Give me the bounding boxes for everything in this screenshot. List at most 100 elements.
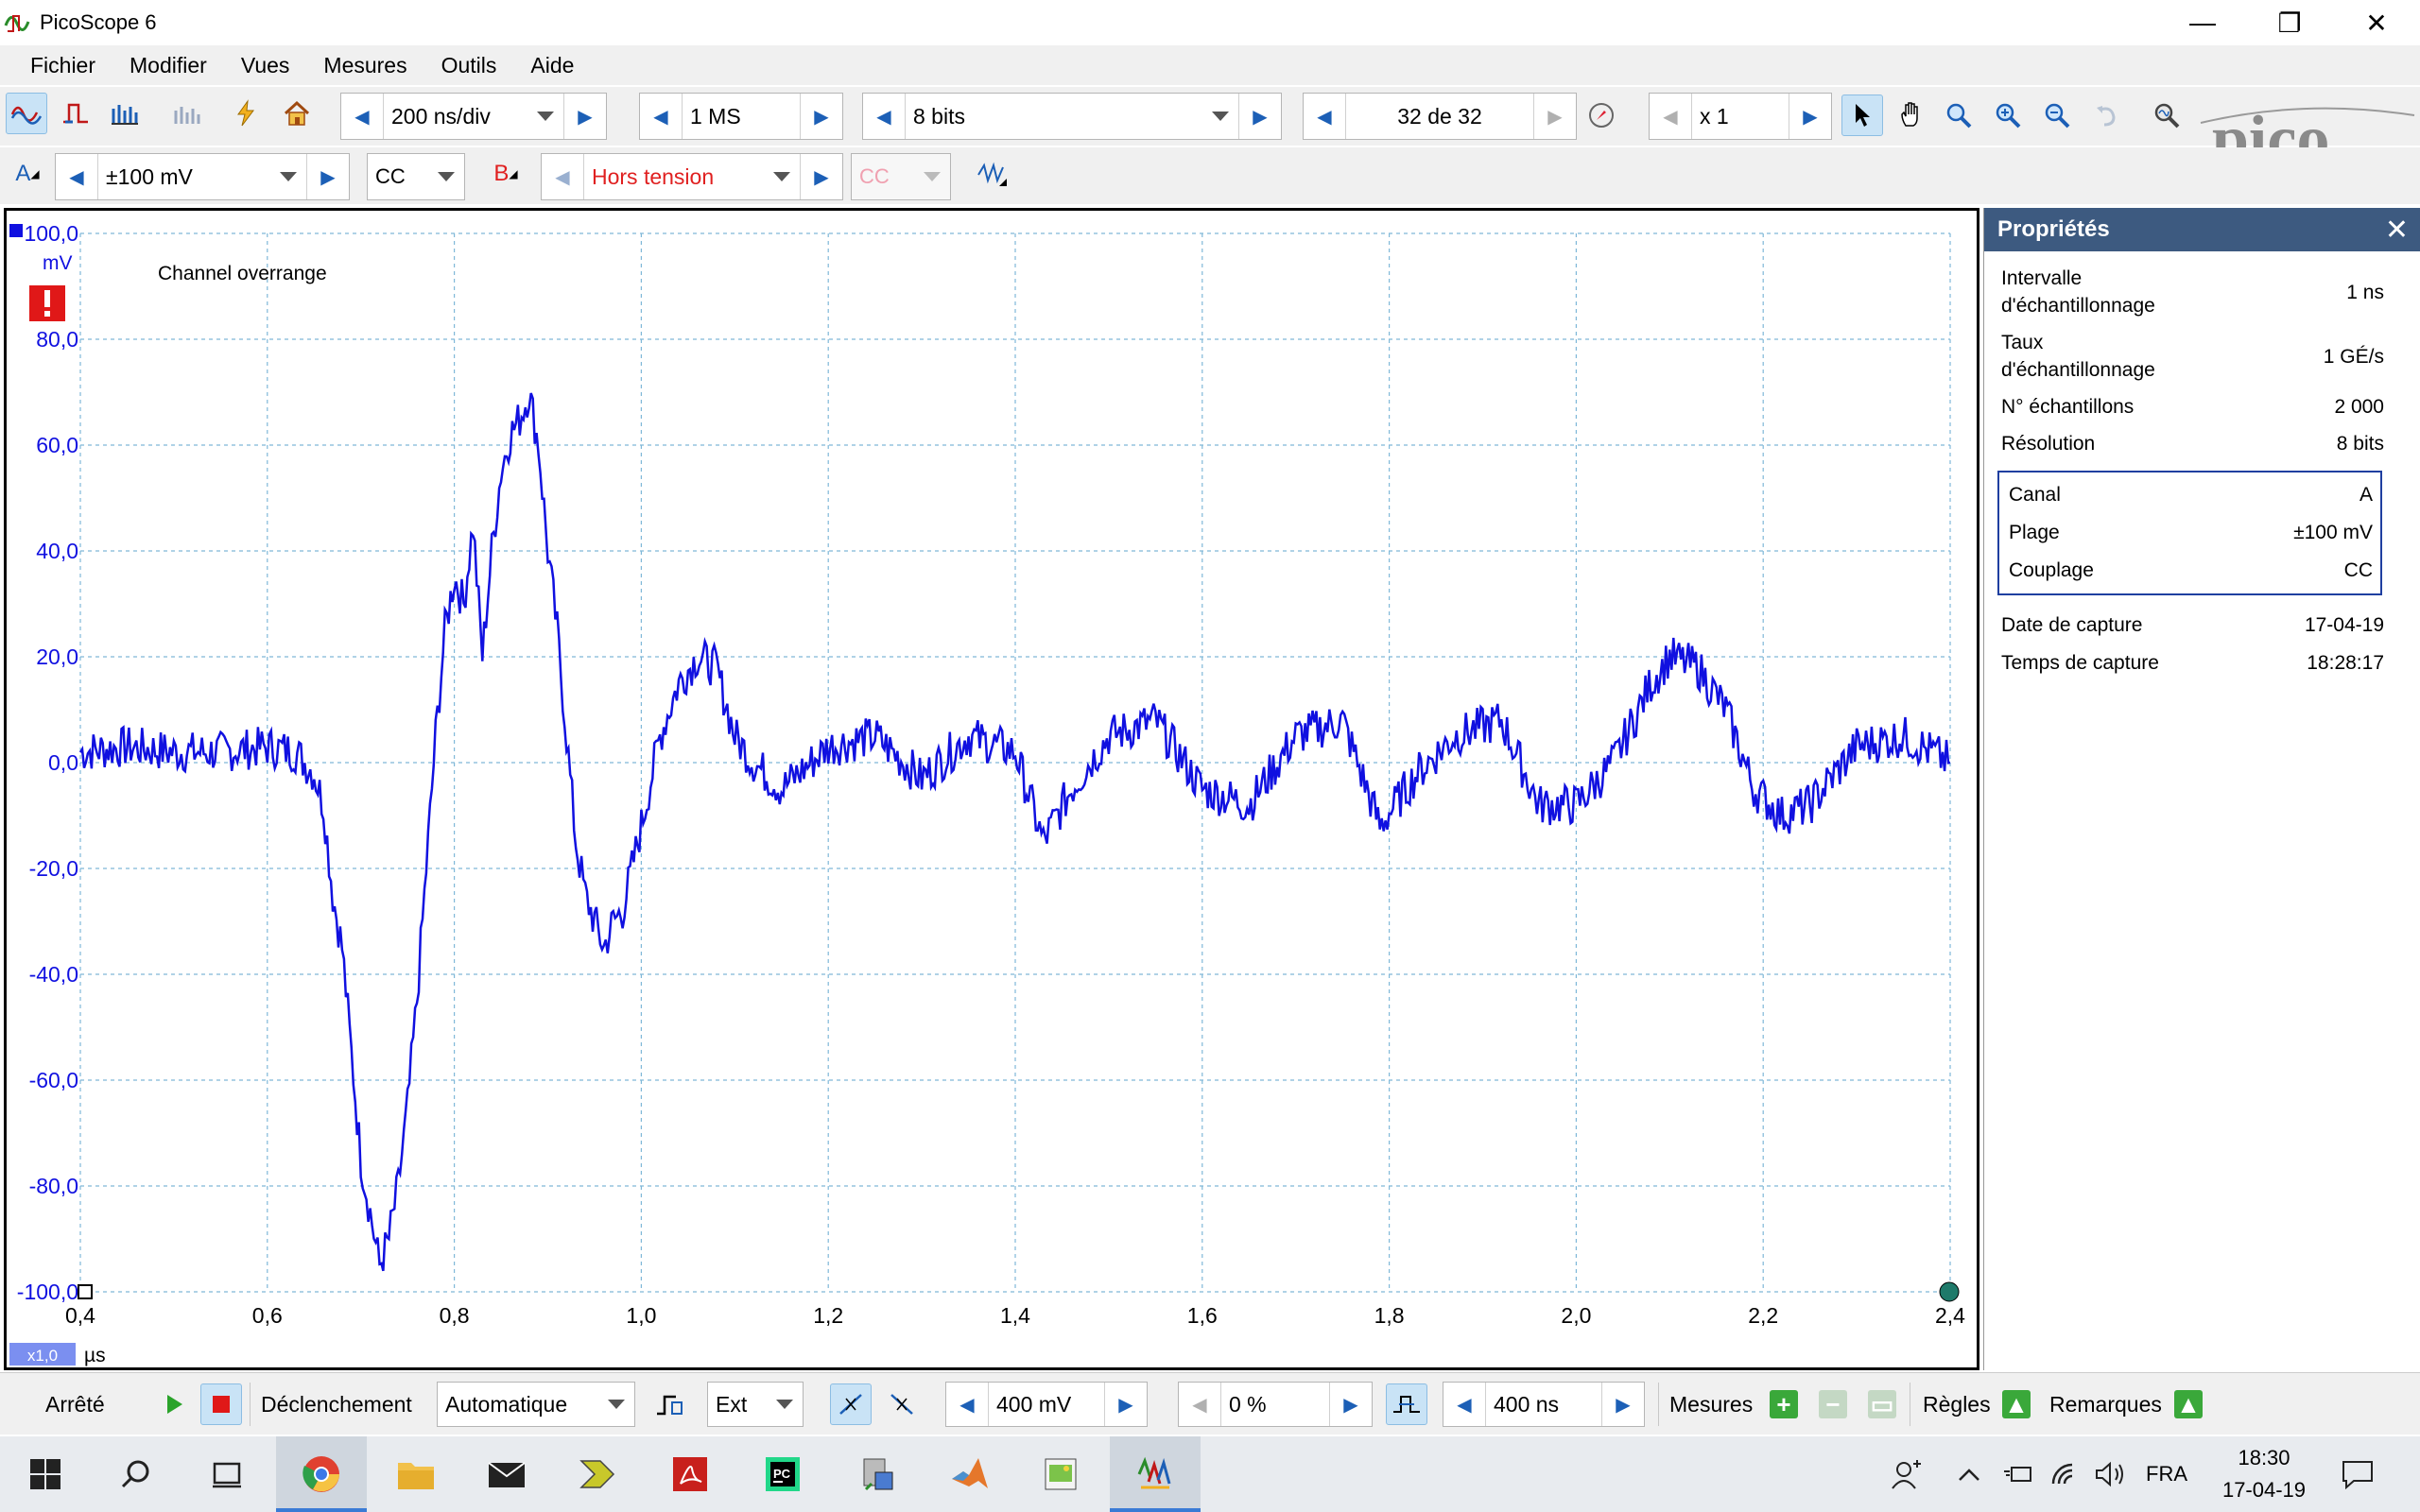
samples-selector[interactable]: ◀ 1 MS ▶ xyxy=(639,93,843,140)
image-viewer-icon[interactable] xyxy=(1015,1436,1106,1512)
wifi-icon[interactable] xyxy=(2049,1436,2080,1512)
acrobat-icon[interactable] xyxy=(645,1436,735,1512)
zoom-out-icon[interactable] xyxy=(2036,94,2078,136)
file-explorer-icon[interactable] xyxy=(371,1436,461,1512)
notifications-icon[interactable] xyxy=(2341,1436,2375,1512)
timebase-decrease-icon[interactable]: ◀ xyxy=(354,106,370,128)
task-view-icon[interactable] xyxy=(182,1436,272,1512)
scope-mode-icon[interactable] xyxy=(6,93,47,134)
zoom-area-icon[interactable] xyxy=(1938,94,1979,136)
range-b-value[interactable]: Hors tension xyxy=(583,154,801,199)
mail-icon[interactable] xyxy=(461,1436,552,1512)
delay-value[interactable]: 400 ns xyxy=(1485,1383,1602,1426)
clock[interactable]: 18:30 17-04-19 xyxy=(2212,1436,2316,1512)
delay-decrease-icon[interactable]: ◀ xyxy=(1457,1394,1472,1416)
notes-toggle-icon[interactable]: ▲ xyxy=(2174,1390,2203,1418)
zoom-decrease-icon[interactable]: ◀ xyxy=(1663,106,1678,128)
resolution-value[interactable]: 8 bits xyxy=(905,94,1239,139)
home-icon[interactable] xyxy=(276,93,318,134)
range-b-increase-icon[interactable]: ▶ xyxy=(814,166,829,188)
zoom-factor-selector[interactable]: ◀ x 1 ▶ xyxy=(1649,93,1832,140)
pretrigger-selector[interactable]: ◀ 0 % ▶ xyxy=(1178,1382,1373,1427)
threshold-value[interactable]: 400 mV xyxy=(988,1383,1105,1426)
falling-edge-icon[interactable] xyxy=(881,1383,923,1425)
pretrigger-decrease-icon[interactable]: ◀ xyxy=(1192,1394,1207,1416)
zoom-value[interactable]: x 1 xyxy=(1691,94,1789,139)
samples-value[interactable]: 1 MS xyxy=(682,94,801,139)
close-icon[interactable]: ✕ xyxy=(2384,215,2409,246)
trigger-marker[interactable] xyxy=(1939,1281,1960,1302)
stop-icon[interactable] xyxy=(200,1383,242,1425)
add-measure-icon[interactable]: + xyxy=(1770,1390,1798,1418)
remove-measure-icon[interactable]: − xyxy=(1819,1390,1847,1418)
trigger-mode-select[interactable]: Automatique xyxy=(437,1382,635,1427)
menu-vues[interactable]: Vues xyxy=(240,52,290,77)
channel-a-coupling-selector[interactable]: CC xyxy=(367,153,465,200)
menu-mesures[interactable]: Mesures xyxy=(323,52,407,77)
buffer-overview-icon[interactable] xyxy=(1581,94,1622,136)
volume-icon[interactable] xyxy=(2095,1436,2127,1512)
rulers-toggle-icon[interactable]: ▲ xyxy=(2002,1390,2031,1418)
menu-outils[interactable]: Outils xyxy=(441,52,497,77)
pycharm-icon[interactable]: PC xyxy=(737,1436,828,1512)
minimize-button[interactable]: — xyxy=(2189,8,2216,37)
buffer-previous-icon[interactable]: ◀ xyxy=(1317,106,1332,128)
resolution-decrease-icon[interactable]: ◀ xyxy=(876,106,891,128)
signal-generator-icon[interactable] xyxy=(225,93,267,134)
language-indicator[interactable]: FRA xyxy=(2146,1462,2187,1486)
scope-view[interactable]: 0,4 0,6 0,8 1,0 1,2 1,4 1,6 1,8 2,0 2,2 2,4 100,0 80… xyxy=(4,208,1979,1370)
range-a-decrease-icon[interactable]: ◀ xyxy=(69,166,84,188)
persistence-mode-icon[interactable] xyxy=(55,93,96,134)
channel-a-button[interactable]: A ◢ xyxy=(15,161,40,186)
chevron-up-icon[interactable] xyxy=(1957,1436,1981,1512)
pretrigger-value[interactable]: 0 % xyxy=(1220,1383,1330,1426)
resolution-increase-icon[interactable]: ▶ xyxy=(1253,106,1268,128)
windows-start-icon[interactable] xyxy=(0,1436,91,1512)
undo-zoom-icon[interactable] xyxy=(2085,94,2127,136)
buffer-next-icon[interactable]: ▶ xyxy=(1547,106,1563,128)
menu-aide[interactable]: Aide xyxy=(530,52,575,77)
channel-a-marker[interactable] xyxy=(9,224,23,237)
buffer-navigator[interactable]: ◀ 32 de 32 ▶ xyxy=(1303,93,1577,140)
timebase-increase-icon[interactable]: ▶ xyxy=(578,106,593,128)
left-ruler-handle[interactable] xyxy=(78,1284,93,1299)
channel-b-button[interactable]: B ◢ xyxy=(493,161,518,186)
people-icon[interactable] xyxy=(1891,1436,1923,1512)
samples-increase-icon[interactable]: ▶ xyxy=(814,106,829,128)
channel-a-range-selector[interactable]: ◀ ±100 mV ▶ xyxy=(55,153,350,200)
edit-measure-icon[interactable]: ▭ xyxy=(1868,1390,1896,1418)
channel-b-range-selector[interactable]: ◀ Hors tension ▶ xyxy=(541,153,843,200)
range-a-increase-icon[interactable]: ▶ xyxy=(320,166,336,188)
oscilloscope-chart[interactable]: 0,4 0,6 0,8 1,0 1,2 1,4 1,6 1,8 2,0 2,2 2,4 100,0 80… xyxy=(7,211,1977,1367)
buffer-value[interactable]: 32 de 32 xyxy=(1345,94,1534,139)
spectrum-mode-icon[interactable] xyxy=(104,93,146,134)
post-trigger-delay-icon[interactable] xyxy=(1386,1383,1427,1425)
chrome-icon[interactable] xyxy=(276,1436,367,1512)
timebase-selector[interactable]: ◀ 200 ns/div ▶ xyxy=(340,93,607,140)
matlab-icon[interactable] xyxy=(925,1436,1015,1512)
pointer-tool-icon[interactable] xyxy=(1841,94,1883,136)
play-icon[interactable] xyxy=(153,1383,195,1425)
pretrigger-increase-icon[interactable]: ▶ xyxy=(1343,1394,1358,1416)
channel-b-coupling-selector[interactable]: CC xyxy=(851,153,951,200)
samples-decrease-icon[interactable]: ◀ xyxy=(653,106,668,128)
advanced-trigger-icon[interactable] xyxy=(648,1383,690,1425)
picoscope-taskbar-icon[interactable] xyxy=(1110,1436,1201,1512)
threshold-increase-icon[interactable]: ▶ xyxy=(1118,1394,1133,1416)
menu-modifier[interactable]: Modifier xyxy=(130,52,207,77)
timebase-value[interactable]: 200 ns/div xyxy=(383,94,564,139)
battery-icon[interactable] xyxy=(2002,1436,2034,1512)
delay-increase-icon[interactable]: ▶ xyxy=(1616,1394,1631,1416)
range-b-decrease-icon[interactable]: ◀ xyxy=(555,166,570,188)
rising-edge-icon[interactable] xyxy=(830,1383,872,1425)
hand-tool-icon[interactable] xyxy=(1891,94,1932,136)
close-button[interactable]: ✕ xyxy=(2365,8,2388,38)
device-manager-icon[interactable] xyxy=(832,1436,923,1512)
trigger-source-select[interactable]: Ext xyxy=(707,1382,804,1427)
resolution-selector[interactable]: ◀ 8 bits ▶ xyxy=(862,93,1282,140)
threshold-selector[interactable]: ◀ 400 mV ▶ xyxy=(945,1382,1148,1427)
restore-button[interactable]: ❐ xyxy=(2277,8,2302,38)
range-a-value[interactable]: ±100 mV xyxy=(97,154,307,199)
zoom-in-icon[interactable] xyxy=(1987,94,2029,136)
zoom-increase-icon[interactable]: ▶ xyxy=(1803,106,1818,128)
